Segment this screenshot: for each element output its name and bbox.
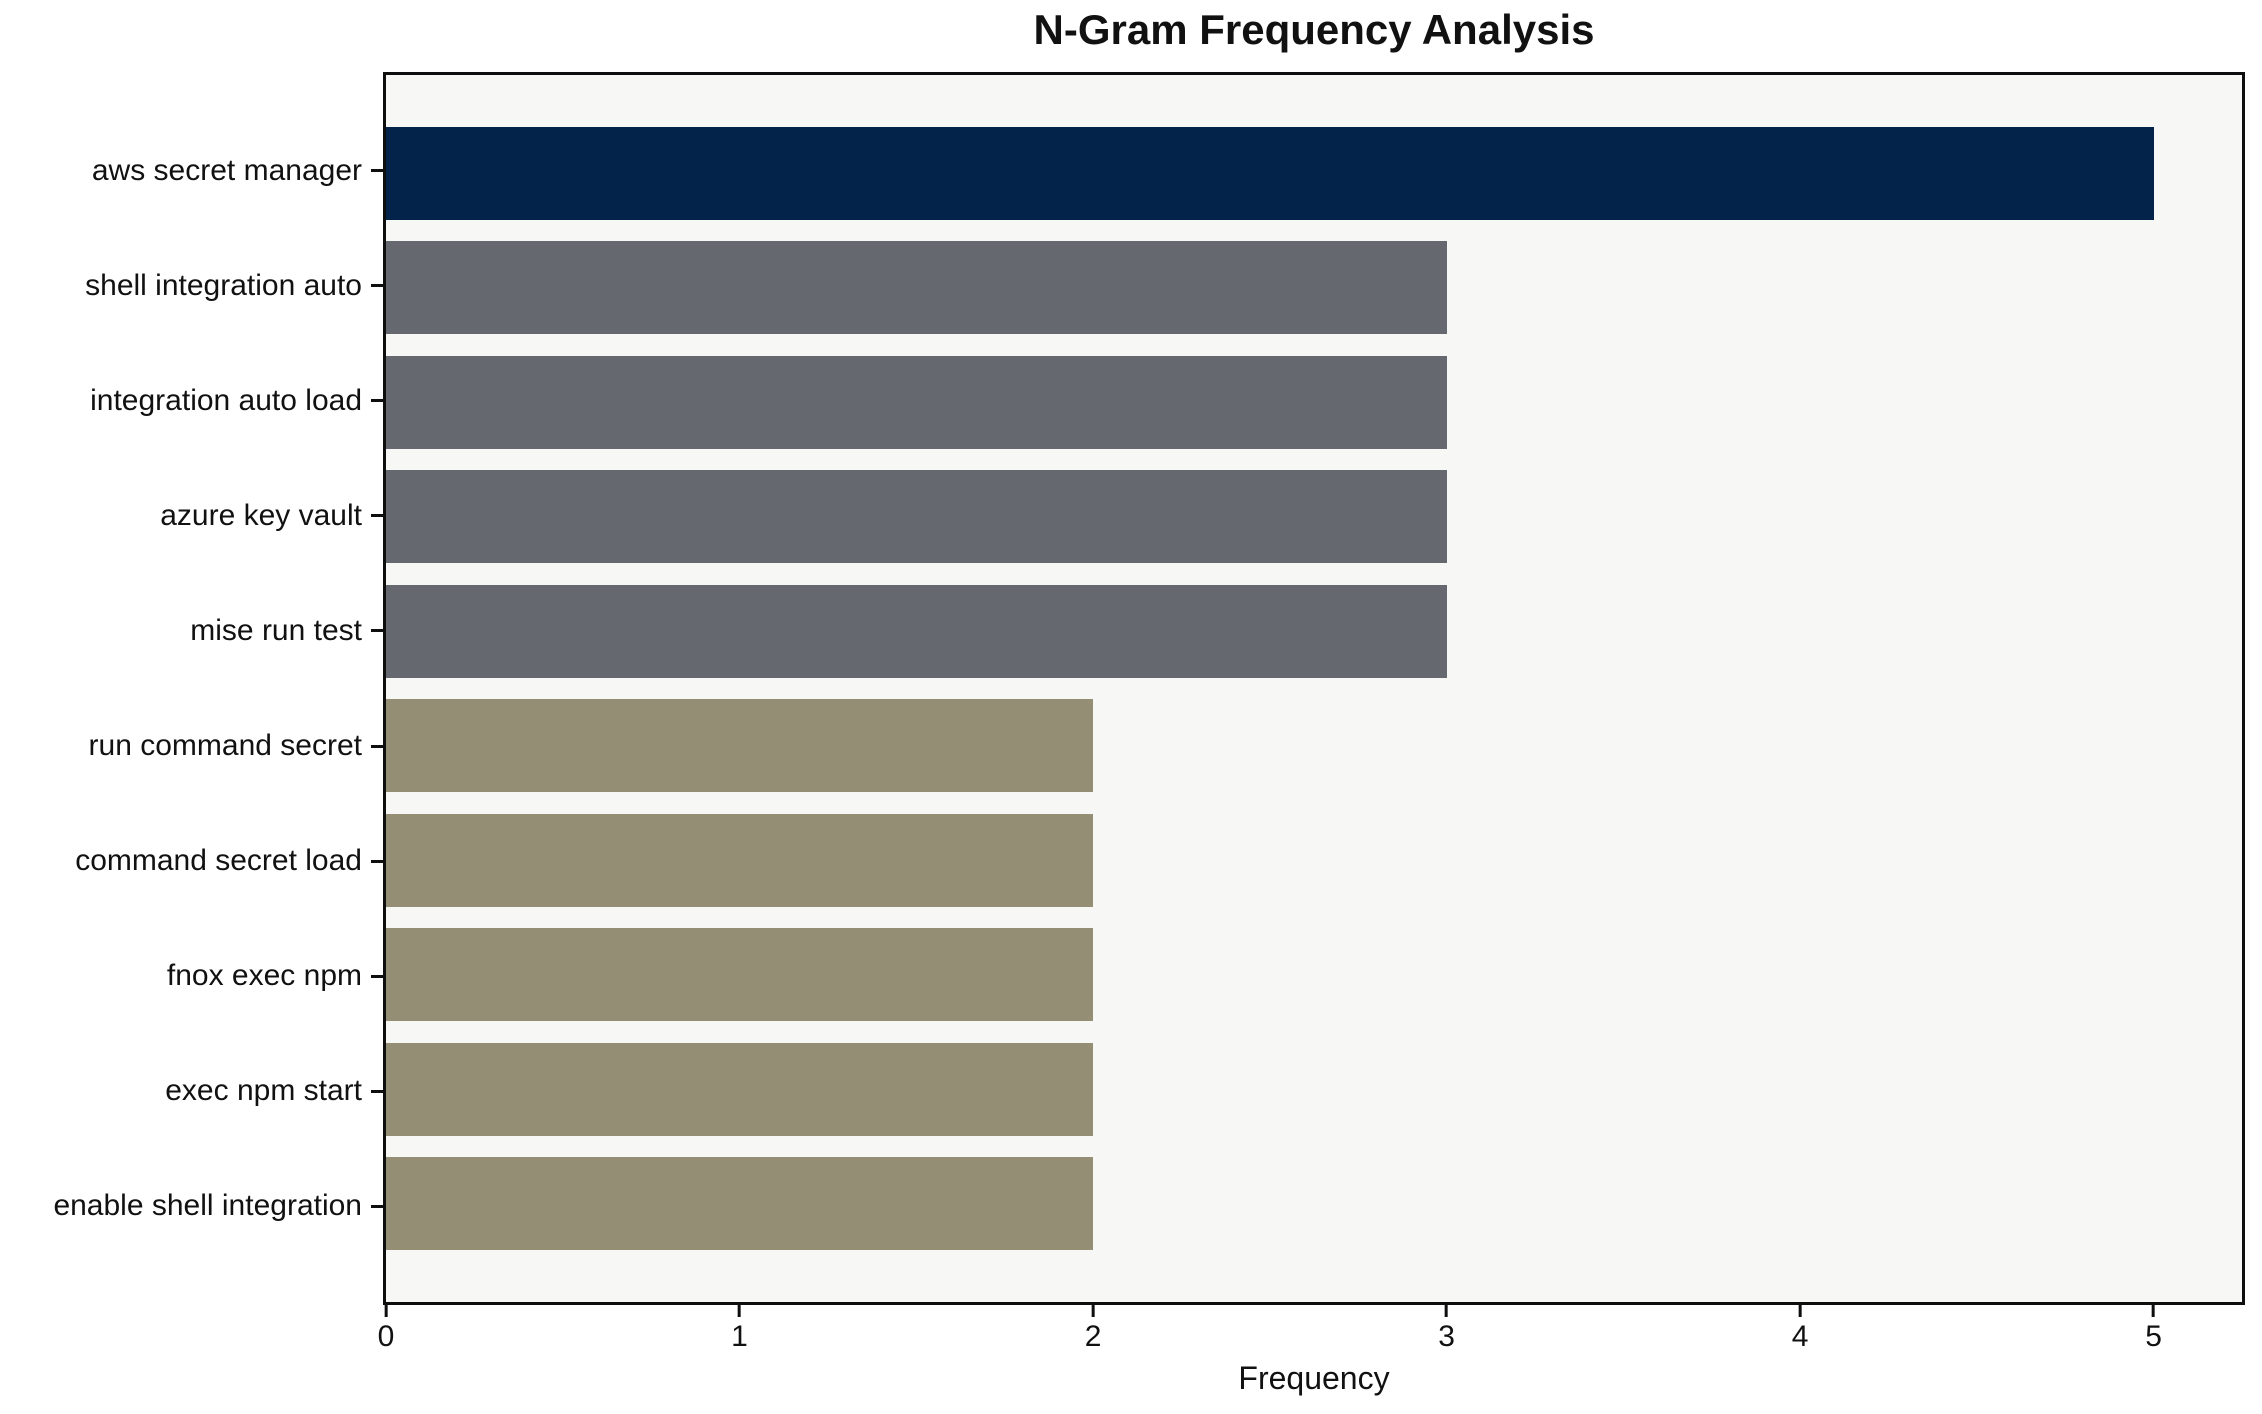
plot-area xyxy=(383,72,2245,1305)
x-tick-mark xyxy=(384,1305,388,1317)
x-tick-label: 0 xyxy=(377,1320,395,1353)
y-tick-label: run command secret xyxy=(88,729,362,763)
y-tick-label: exec npm start xyxy=(165,1074,362,1108)
y-tick-label: integration auto load xyxy=(90,383,362,417)
y-axis-row: exec npm start xyxy=(0,1045,383,1138)
y-tick-label: command secret load xyxy=(75,844,362,878)
bar xyxy=(386,127,2154,220)
bars-area xyxy=(386,75,2242,1302)
y-axis-row: mise run test xyxy=(0,584,383,677)
x-tick-label: 3 xyxy=(1438,1320,1455,1353)
x-tick-mark xyxy=(738,1305,742,1317)
bar xyxy=(386,241,1447,335)
bar xyxy=(386,928,1094,1022)
bar xyxy=(386,1042,1094,1136)
bar xyxy=(386,1156,1094,1250)
y-tick-label: aws secret manager xyxy=(91,153,362,187)
y-tick-mark xyxy=(371,1204,383,1208)
y-axis: aws secret manager shell integration auto… xyxy=(0,72,383,1305)
y-axis-row: fnox exec npm xyxy=(0,930,383,1023)
bar xyxy=(386,584,1447,678)
x-tick-mark xyxy=(1798,1305,1802,1317)
bar xyxy=(386,355,1447,449)
x-tick: 1 xyxy=(731,1305,748,1354)
x-axis: 0 1 2 3 4 5 xyxy=(378,1305,2242,1365)
bar xyxy=(386,470,1447,564)
x-tick-label: 4 xyxy=(1791,1320,1809,1353)
y-axis-row: run command secret xyxy=(0,700,383,793)
x-tick-mark xyxy=(1445,1305,1449,1317)
y-tick-mark xyxy=(371,859,383,863)
x-tick-label: 5 xyxy=(2145,1320,2162,1353)
y-tick-mark xyxy=(371,169,383,172)
y-tick-mark xyxy=(371,744,383,748)
y-tick-mark xyxy=(371,1089,383,1093)
y-axis-row: aws secret manager xyxy=(0,124,383,217)
x-tick-mark xyxy=(1091,1305,1095,1317)
y-axis-row: command secret load xyxy=(0,815,383,908)
y-axis-row: azure key vault xyxy=(0,469,383,562)
x-tick: 0 xyxy=(377,1305,395,1354)
y-tick-label: mise run test xyxy=(190,613,362,647)
x-tick-mark xyxy=(2152,1305,2156,1317)
x-tick: 3 xyxy=(1438,1305,1455,1354)
x-tick: 5 xyxy=(2145,1305,2162,1354)
bar xyxy=(386,813,1094,907)
y-tick-label: fnox exec npm xyxy=(166,959,362,993)
x-tick: 2 xyxy=(1084,1305,1102,1354)
y-tick-mark xyxy=(371,514,383,518)
y-tick-mark xyxy=(371,399,383,403)
chart-title: N-Gram Frequency Analysis xyxy=(1033,6,1595,53)
x-tick-label: 1 xyxy=(731,1320,748,1353)
y-tick-mark xyxy=(371,629,383,633)
y-axis-row: shell integration auto xyxy=(0,239,383,332)
x-axis-title: Frequency xyxy=(1238,1360,1390,1396)
y-tick-mark xyxy=(371,974,383,978)
bar xyxy=(386,699,1094,793)
y-tick-label: enable shell integration xyxy=(53,1189,362,1223)
y-tick-label: azure key vault xyxy=(160,498,362,532)
y-tick-label: shell integration auto xyxy=(85,268,362,302)
x-tick-label: 2 xyxy=(1084,1320,1102,1353)
x-tick: 4 xyxy=(1791,1305,1809,1354)
y-tick-mark xyxy=(371,284,383,288)
y-axis-row: integration auto load xyxy=(0,354,383,447)
y-axis-row: enable shell integration xyxy=(0,1160,383,1253)
